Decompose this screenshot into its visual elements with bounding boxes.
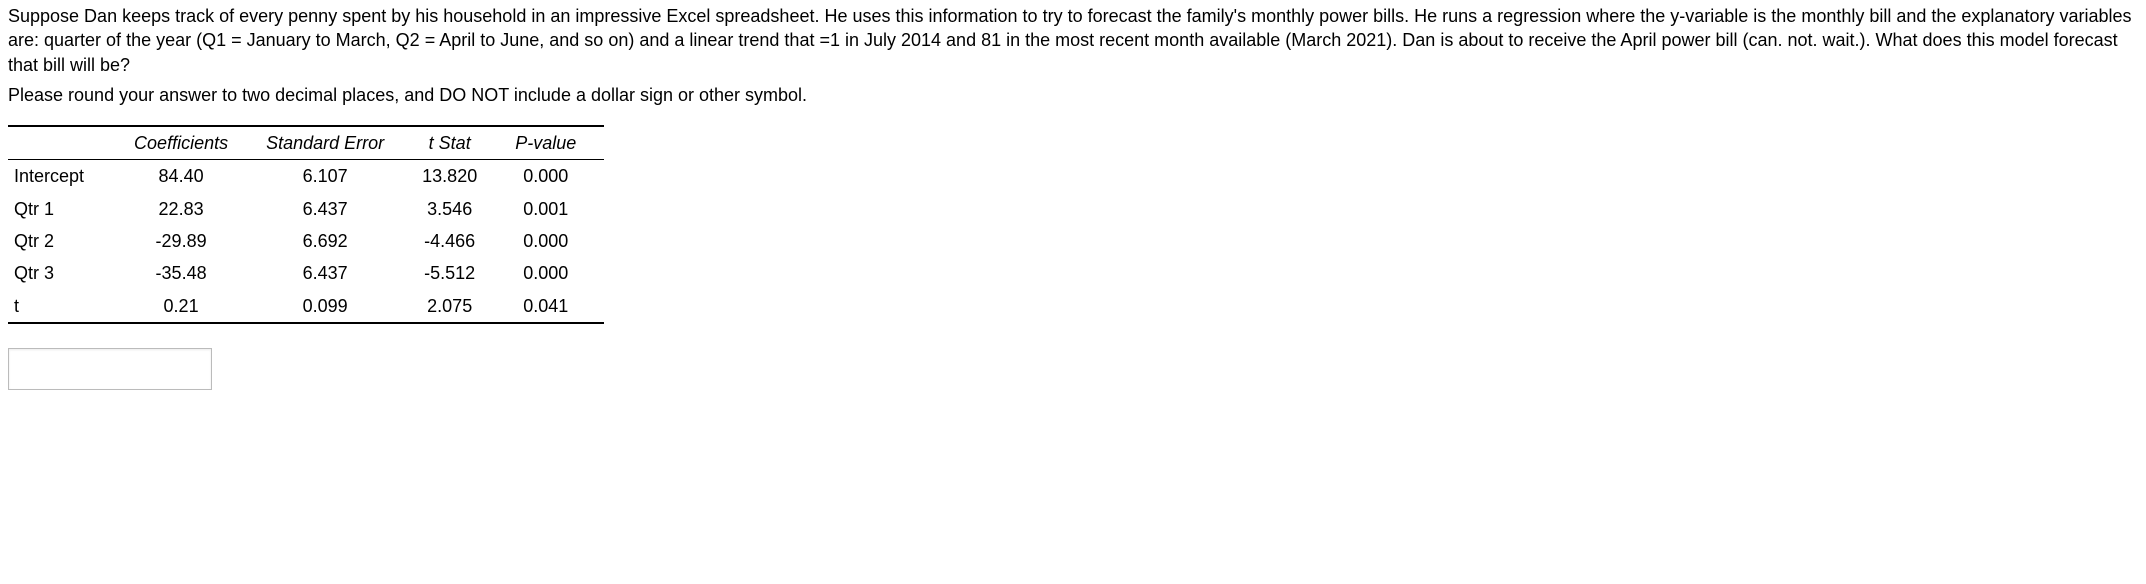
cell-tstat: 3.546	[412, 193, 505, 225]
cell-coef: 22.83	[124, 193, 256, 225]
row-label: Qtr 1	[8, 193, 124, 225]
problem-paragraph-2: Please round your answer to two decimal …	[8, 83, 2138, 107]
table-row: Intercept 84.40 6.107 13.820 0.000	[8, 160, 604, 193]
cell-pval: 0.000	[505, 160, 604, 193]
cell-se: 6.437	[256, 193, 412, 225]
cell-pval: 0.000	[505, 225, 604, 257]
answer-input[interactable]	[8, 348, 212, 390]
table-header-row: Coefficients Standard Error t Stat P-val…	[8, 126, 604, 160]
cell-coef: 84.40	[124, 160, 256, 193]
cell-coef: -35.48	[124, 257, 256, 289]
cell-tstat: 2.075	[412, 290, 505, 323]
table-row: Qtr 2 -29.89 6.692 -4.466 0.000	[8, 225, 604, 257]
table-row: t 0.21 0.099 2.075 0.041	[8, 290, 604, 323]
row-label: Intercept	[8, 160, 124, 193]
row-label: Qtr 3	[8, 257, 124, 289]
row-label: Qtr 2	[8, 225, 124, 257]
cell-pval: 0.041	[505, 290, 604, 323]
header-blank	[8, 126, 124, 160]
header-t-stat: t Stat	[412, 126, 505, 160]
header-p-value: P-value	[505, 126, 604, 160]
cell-se: 6.107	[256, 160, 412, 193]
table-row: Qtr 1 22.83 6.437 3.546 0.001	[8, 193, 604, 225]
cell-pval: 0.001	[505, 193, 604, 225]
table-row: Qtr 3 -35.48 6.437 -5.512 0.000	[8, 257, 604, 289]
cell-tstat: -5.512	[412, 257, 505, 289]
header-standard-error: Standard Error	[256, 126, 412, 160]
header-coefficients: Coefficients	[124, 126, 256, 160]
cell-tstat: 13.820	[412, 160, 505, 193]
cell-tstat: -4.466	[412, 225, 505, 257]
row-label: t	[8, 290, 124, 323]
problem-paragraph-1: Suppose Dan keeps track of every penny s…	[8, 4, 2138, 77]
regression-table: Coefficients Standard Error t Stat P-val…	[8, 125, 604, 324]
cell-se: 6.692	[256, 225, 412, 257]
cell-se: 6.437	[256, 257, 412, 289]
cell-pval: 0.000	[505, 257, 604, 289]
cell-coef: 0.21	[124, 290, 256, 323]
cell-coef: -29.89	[124, 225, 256, 257]
cell-se: 0.099	[256, 290, 412, 323]
